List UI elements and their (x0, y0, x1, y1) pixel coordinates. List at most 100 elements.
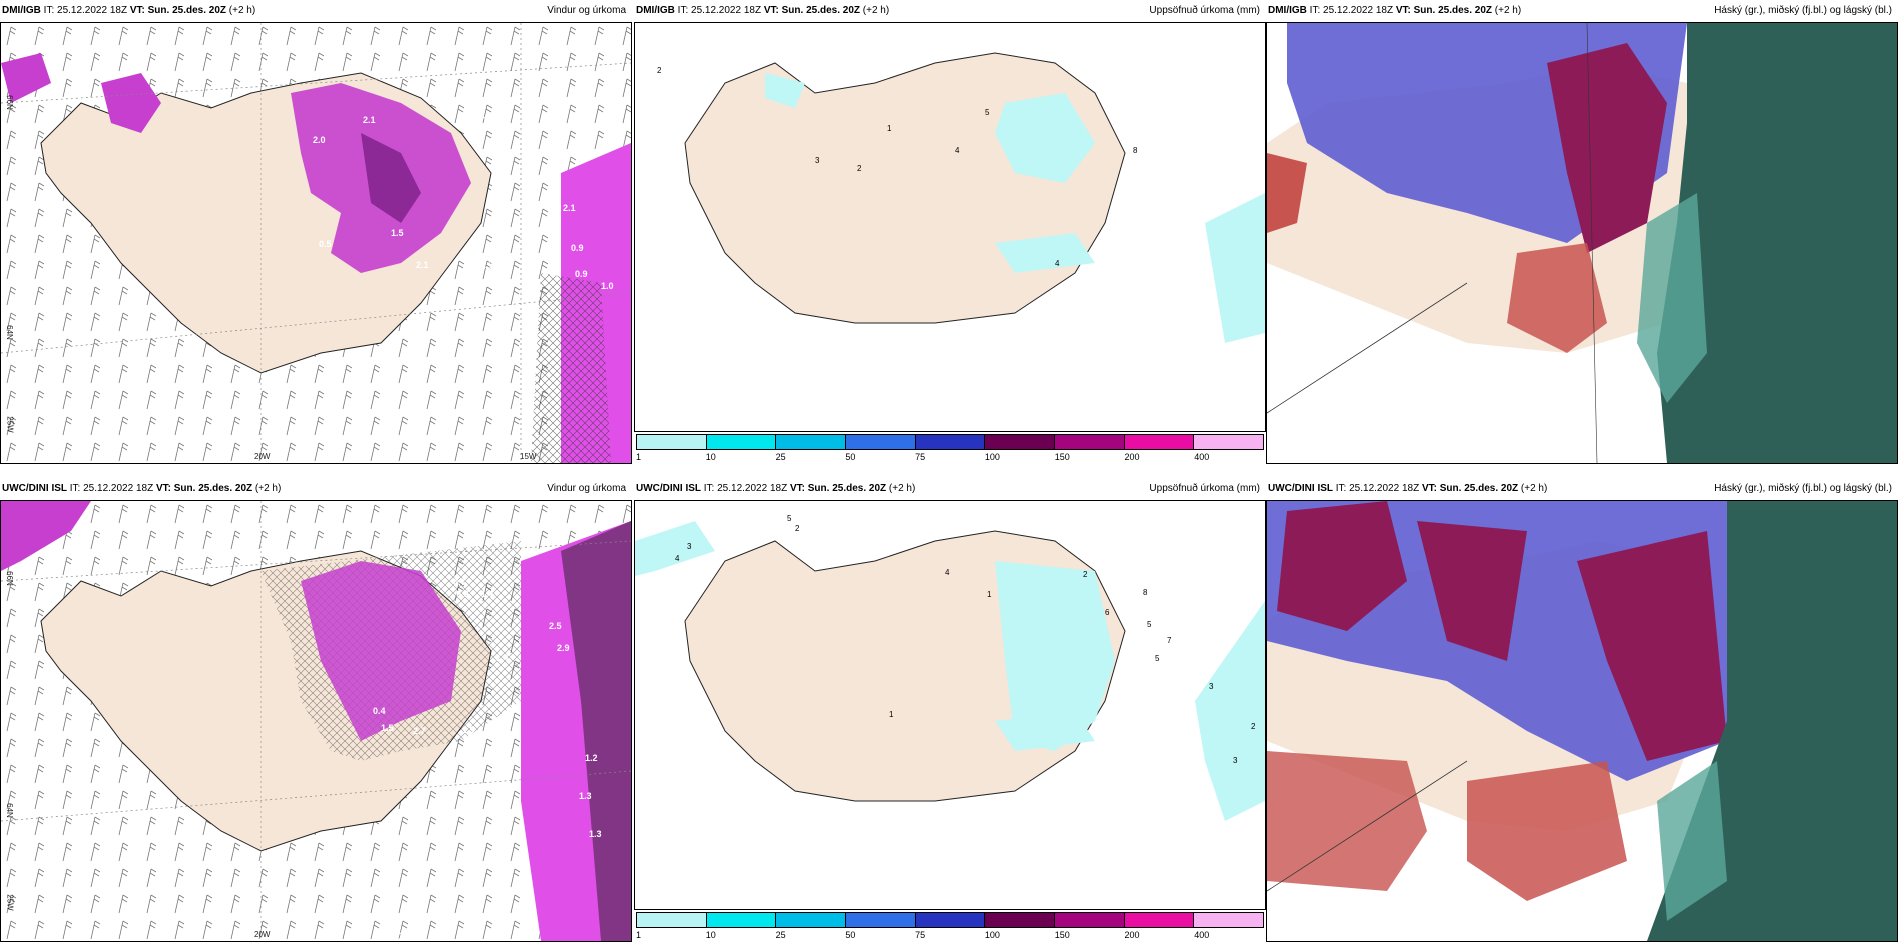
precip-value: 3 (1233, 756, 1238, 765)
wind-value: 2.0 (313, 135, 326, 145)
colorbar-tick: 1 (636, 930, 642, 940)
lon-label: 20W (254, 452, 271, 461)
wind-value: 1.5 (391, 228, 404, 238)
colorbar-tick: 50 (845, 930, 856, 940)
precip-value: 4 (955, 146, 960, 155)
lead-time: (+2 h) (254, 483, 282, 494)
model-source: UWC/DINI ISL (636, 483, 701, 494)
panel-header: UWC/DINI ISL IT: 25.12.2022 18Z VT: Sun.… (1266, 478, 1898, 500)
valid-label: VT: (1421, 483, 1437, 494)
colorbar-tick: 400 (1194, 930, 1210, 940)
wind-value: 2.7 (413, 726, 426, 736)
panel-header: DMI/IGB IT: 25.12.2022 18Z VT: Sun. 25.d… (1266, 0, 1898, 22)
lead-time: (+2 h) (228, 5, 256, 16)
precip-value: 3 (687, 542, 692, 551)
precip-value: 5 (787, 514, 792, 523)
panel-header: DMI/IGB IT: 25.12.2022 18Z VT: Sun. 25.d… (0, 0, 632, 22)
wind-value: 2.7 (481, 260, 494, 270)
colorbar: 1 10 25 50 75 100 150 200 400 (634, 912, 1266, 942)
precip-value: 1 (987, 590, 992, 599)
precip-value: 5 (1155, 654, 1160, 663)
accum-map: 2 1 4 5 8 3 2 4 (634, 22, 1266, 432)
wind-value: 2.5 (549, 621, 562, 631)
wind-value: 2.6 (541, 163, 554, 173)
colorbar-tick: 150 (1054, 930, 1070, 940)
wind-value: 1.9 (483, 115, 496, 125)
wind-value: 0.4 (373, 706, 386, 716)
colorbar-swatch (706, 913, 777, 927)
wind-value: 0.7 (453, 577, 466, 587)
lat-label: 66N (4, 571, 14, 586)
colorbar-tick: 75 (915, 930, 926, 940)
colorbar-swatch (1194, 913, 1264, 927)
lead-time: (+2 h) (862, 5, 890, 16)
model-source: DMI/IGB (2, 5, 41, 16)
wind-value: 2.1 (416, 260, 429, 270)
precip-value: 5 (1147, 620, 1152, 629)
wind-value: 3.4 (526, 195, 539, 205)
panel-title: Háský (gr.), miðský (fj.bl.) og lágský (… (1714, 483, 1892, 494)
wind-value: 1.4 (481, 589, 494, 599)
colorbar-swatches (636, 912, 1264, 928)
precip-value: 2 (1083, 570, 1088, 579)
lon-label: 15W (520, 452, 537, 461)
precip-value: 3 (815, 156, 820, 165)
colorbar-ticks: 1 10 25 50 75 100 150 200 400 (636, 929, 1264, 941)
panel-header: UWC/DINI ISL IT: 25.12.2022 18Z VT: Sun.… (0, 478, 632, 500)
precip-value: 3 (1209, 682, 1214, 691)
lon-label: 25W (5, 416, 15, 433)
wind-value: 2.0 (498, 237, 511, 247)
colorbar-tick: 150 (1054, 452, 1070, 462)
init-time: IT: 25.12.2022 18Z (43, 5, 128, 16)
valid-label: VT: (763, 5, 779, 16)
colorbar-swatch (637, 913, 707, 927)
precip-value: 1 (887, 124, 892, 133)
lon-label: 25W (5, 894, 15, 911)
colorbar-tick: 200 (1124, 930, 1140, 940)
wind-value: 1.3 (589, 829, 602, 839)
colorbar-swatch (776, 913, 847, 927)
valid-label: VT: (129, 5, 145, 16)
precip-value: 1 (889, 710, 894, 719)
wind-value: 0.9 (456, 589, 469, 599)
colorbar: 1 10 25 50 75 100 150 200 400 (634, 434, 1266, 464)
colorbar-swatch (1124, 913, 1195, 927)
wind-value: 2.9 (557, 643, 570, 653)
lead-time: (+2 h) (1494, 5, 1522, 16)
lon-label: 20W (254, 930, 271, 939)
wind-value: 1.2 (585, 753, 598, 763)
wind-map: 1.5 1.9 2.1 2.0 2.6 3.4 2.1 1.5 2.1 2.7 … (0, 22, 632, 464)
valid-time: Sun. 25.des. 20Z (781, 5, 861, 16)
cloud-map (1266, 500, 1898, 942)
panel-cloud-top: DMI/IGB IT: 25.12.2022 18Z VT: Sun. 25.d… (1266, 0, 1898, 464)
lead-time: (+2 h) (888, 483, 916, 494)
lat-label: 64N (4, 803, 14, 818)
colorbar-tick: 25 (775, 452, 786, 462)
precip-value: 4 (945, 568, 950, 577)
panel-header: UWC/DINI ISL IT: 25.12.2022 18Z VT: Sun.… (634, 478, 1266, 500)
panel-wind-bottom: UWC/DINI ISL IT: 25.12.2022 18Z VT: Sun.… (0, 478, 632, 942)
wind-value: 1.5 (462, 725, 475, 735)
wind-value: 1.4 (496, 653, 509, 663)
colorbar-tick: 50 (845, 452, 856, 462)
model-source: UWC/DINI ISL (2, 483, 67, 494)
init-time: IT: 25.12.2022 18Z (677, 5, 762, 16)
colorbar-tick: 400 (1194, 452, 1210, 462)
init-time: IT: 25.12.2022 18Z (703, 483, 788, 494)
panel-wind-top: DMI/IGB IT: 25.12.2022 18Z VT: Sun. 25.d… (0, 0, 632, 464)
wind-map: 0.7 0.9 1.4 2.5 2.9 1.4 1.5 2.7 1.5 1.2 … (0, 500, 632, 942)
valid-time: Sun. 25.des. 20Z (173, 483, 253, 494)
init-time: IT: 25.12.2022 18Z (1335, 483, 1420, 494)
lat-label: 64N (4, 325, 14, 340)
colorbar-swatch (1124, 435, 1195, 449)
precip-value: 8 (1133, 146, 1138, 155)
colorbar-swatches (636, 434, 1264, 450)
init-time: IT: 25.12.2022 18Z (69, 483, 154, 494)
wind-value: 2.1 (363, 115, 376, 125)
valid-time: Sun. 25.des. 20Z (1413, 5, 1493, 16)
colorbar-swatch (1194, 435, 1264, 449)
wind-value: 1.3 (579, 791, 592, 801)
panel-cloud-bottom: UWC/DINI ISL IT: 25.12.2022 18Z VT: Sun.… (1266, 478, 1898, 942)
model-source: UWC/DINI ISL (1268, 483, 1333, 494)
colorbar-tick: 25 (775, 930, 786, 940)
